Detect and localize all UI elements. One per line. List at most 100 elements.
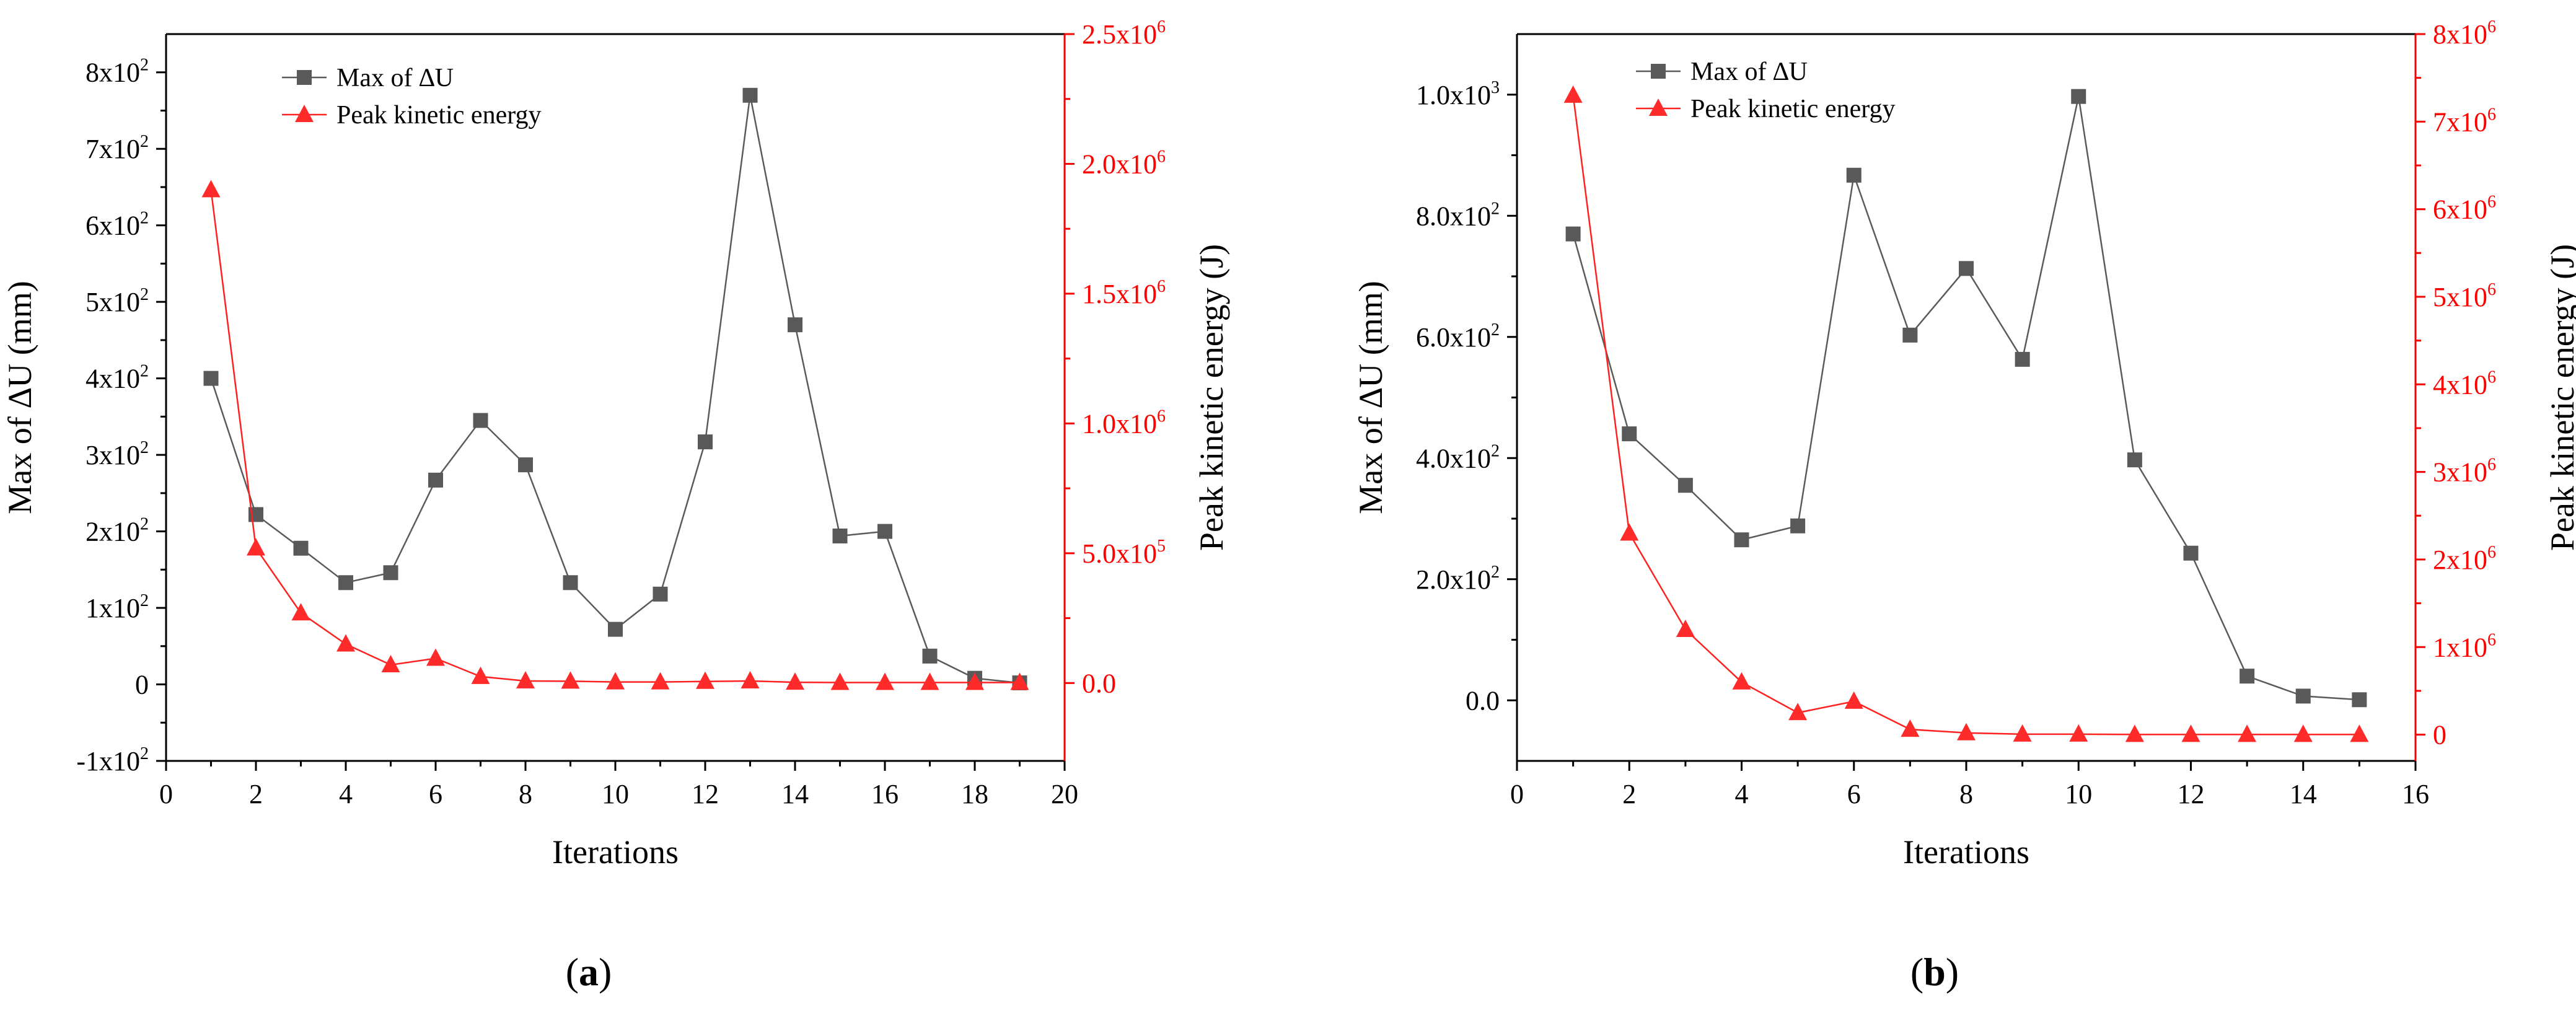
data-point-max-delta-u (698, 434, 713, 450)
legend-marker-square (1651, 64, 1666, 79)
y2-tick-label: 6x106 (2433, 193, 2496, 225)
data-point-peak-kinetic-energy (920, 672, 939, 690)
data-point-peak-kinetic-energy (1732, 672, 1751, 690)
y-tick-label: 8x102 (86, 56, 149, 88)
x-tick-label: 12 (2178, 779, 2205, 809)
x-tick-label: 2 (1622, 779, 1636, 809)
y2-tick-label: 4x106 (2433, 367, 2496, 400)
data-point-peak-kinetic-energy (561, 671, 580, 689)
legend-marker-square (297, 70, 312, 85)
data-point-max-delta-u (653, 586, 668, 602)
y2-tick-label: 8x106 (2433, 17, 2496, 50)
y-tick-label: 2x102 (86, 515, 149, 547)
y-tick-label: 0.0 (1466, 685, 1500, 716)
y2-tick-label: 1.0x106 (1082, 406, 1166, 439)
x-tick-label: 12 (692, 779, 719, 809)
x-tick-label: 10 (2065, 779, 2092, 809)
data-point-peak-kinetic-energy (291, 603, 310, 621)
legend-label: Peak kinetic energy (1690, 95, 1895, 123)
data-point-max-delta-u (518, 457, 533, 473)
data-point-peak-kinetic-energy (2069, 724, 2088, 742)
data-point-max-delta-u (608, 621, 623, 637)
y-tick-label: 6x102 (86, 209, 149, 241)
data-point-max-delta-u (1677, 478, 1693, 493)
x-axis-label: Iterations (1903, 833, 2029, 871)
data-point-max-delta-u (2295, 688, 2311, 704)
x-tick-label: 0 (159, 779, 173, 809)
x-tick-label: 6 (1847, 779, 1861, 809)
data-point-max-delta-u (2127, 452, 2142, 468)
x-tick-label: 16 (871, 779, 899, 809)
x-tick-label: 8 (1959, 779, 1973, 809)
y2-tick-label: 1x106 (2433, 630, 2496, 662)
chart-panel-b: 0 2 4 6 8 10 12 14 16 0.0 2.0x102 4.0x102 6.0x102 8.0… (1352, 17, 2576, 994)
y-tick-label: 4x102 (86, 362, 149, 394)
y-tick-label: 3x102 (86, 438, 149, 470)
x-tick-label: 16 (2402, 779, 2429, 809)
data-point-max-delta-u (2240, 669, 2255, 684)
data-point-peak-kinetic-energy (2013, 724, 2032, 742)
x-tick-label: 4 (339, 779, 353, 809)
data-point-peak-kinetic-energy (965, 672, 984, 690)
legend-marker-triangle (1649, 99, 1668, 116)
legend: Max of ∆U Peak kinetic energy (282, 64, 541, 130)
x-tick-label: 14 (2290, 779, 2317, 809)
y2-axis-label: Peak kinetic energy (J) (2544, 244, 2576, 551)
y-tick-label: 7x102 (86, 132, 149, 164)
data-point-peak-kinetic-energy (2238, 724, 2257, 742)
y2-tick-label: 1.5x106 (1082, 277, 1166, 309)
chart-panel-a: 0 2 4 6 8 10 12 14 16 18 20 -1x102 0 1x102 2x102 3x102 4… (1, 17, 1230, 994)
data-point-peak-kinetic-energy (1901, 719, 1920, 737)
data-point-peak-kinetic-energy (336, 634, 355, 652)
data-point-max-delta-u (428, 472, 443, 488)
data-point-max-delta-u (563, 575, 578, 591)
data-point-max-delta-u (338, 575, 353, 591)
y-tick-label: 8.0x102 (1416, 199, 1500, 231)
data-point-peak-kinetic-energy (1563, 85, 1583, 103)
y-tick-label: 1x102 (86, 591, 149, 623)
y2-tick-label: 7x106 (2433, 105, 2496, 137)
y-tick-label: 5x102 (86, 285, 149, 317)
y2-tick-label: 5x106 (2433, 280, 2496, 312)
data-point-peak-kinetic-energy (786, 672, 804, 690)
data-point-peak-kinetic-energy (2350, 724, 2369, 742)
series-line-peak-kinetic-energy (1572, 95, 2360, 736)
data-point-max-delta-u (877, 524, 892, 539)
y-tick-label: 2.0x102 (1416, 563, 1500, 595)
data-point-peak-kinetic-energy (606, 672, 625, 690)
data-point-peak-kinetic-energy (830, 672, 850, 690)
data-point-peak-kinetic-energy (426, 648, 445, 666)
data-point-max-delta-u (922, 648, 938, 664)
x-tick-label: 2 (249, 779, 263, 809)
panel-caption: (b) (1910, 950, 1959, 994)
data-point-peak-kinetic-energy (471, 666, 490, 684)
y-tick-label: 1.0x103 (1416, 78, 1500, 110)
data-point-peak-kinetic-energy (516, 670, 535, 688)
data-point-max-delta-u (1565, 226, 1581, 242)
data-point-peak-kinetic-energy (381, 654, 400, 672)
y2-tick-label: 0 (2433, 720, 2446, 750)
data-point-max-delta-u (203, 371, 219, 386)
legend-label: Peak kinetic energy (336, 101, 541, 130)
data-point-max-delta-u (1959, 261, 1974, 276)
y2-tick-label: 2.0x106 (1082, 147, 1166, 179)
data-point-max-delta-u (1790, 518, 1806, 534)
y2-tick-label: 2.5x106 (1082, 17, 1166, 50)
data-point-max-delta-u (2183, 545, 2199, 561)
data-point-max-delta-u (1622, 426, 1637, 442)
y-axis-label: Max of ∆U (mm) (1, 281, 38, 514)
data-point-peak-kinetic-energy (651, 672, 670, 690)
y-tick-label: 4.0x102 (1416, 441, 1500, 473)
series-line-peak-kinetic-energy (210, 190, 1020, 683)
data-point-peak-kinetic-energy (741, 670, 760, 688)
x-tick-label: 6 (429, 779, 442, 809)
data-point-max-delta-u (1734, 532, 1749, 548)
data-point-max-delta-u (2071, 89, 2086, 104)
data-point-peak-kinetic-energy (2293, 724, 2313, 742)
y2-tick-label: 3x106 (2433, 455, 2496, 488)
data-point-max-delta-u (2015, 351, 2030, 367)
legend-label: Max of ∆U (1690, 58, 1808, 86)
data-point-max-delta-u (2352, 692, 2367, 708)
data-point-peak-kinetic-energy (696, 671, 714, 689)
